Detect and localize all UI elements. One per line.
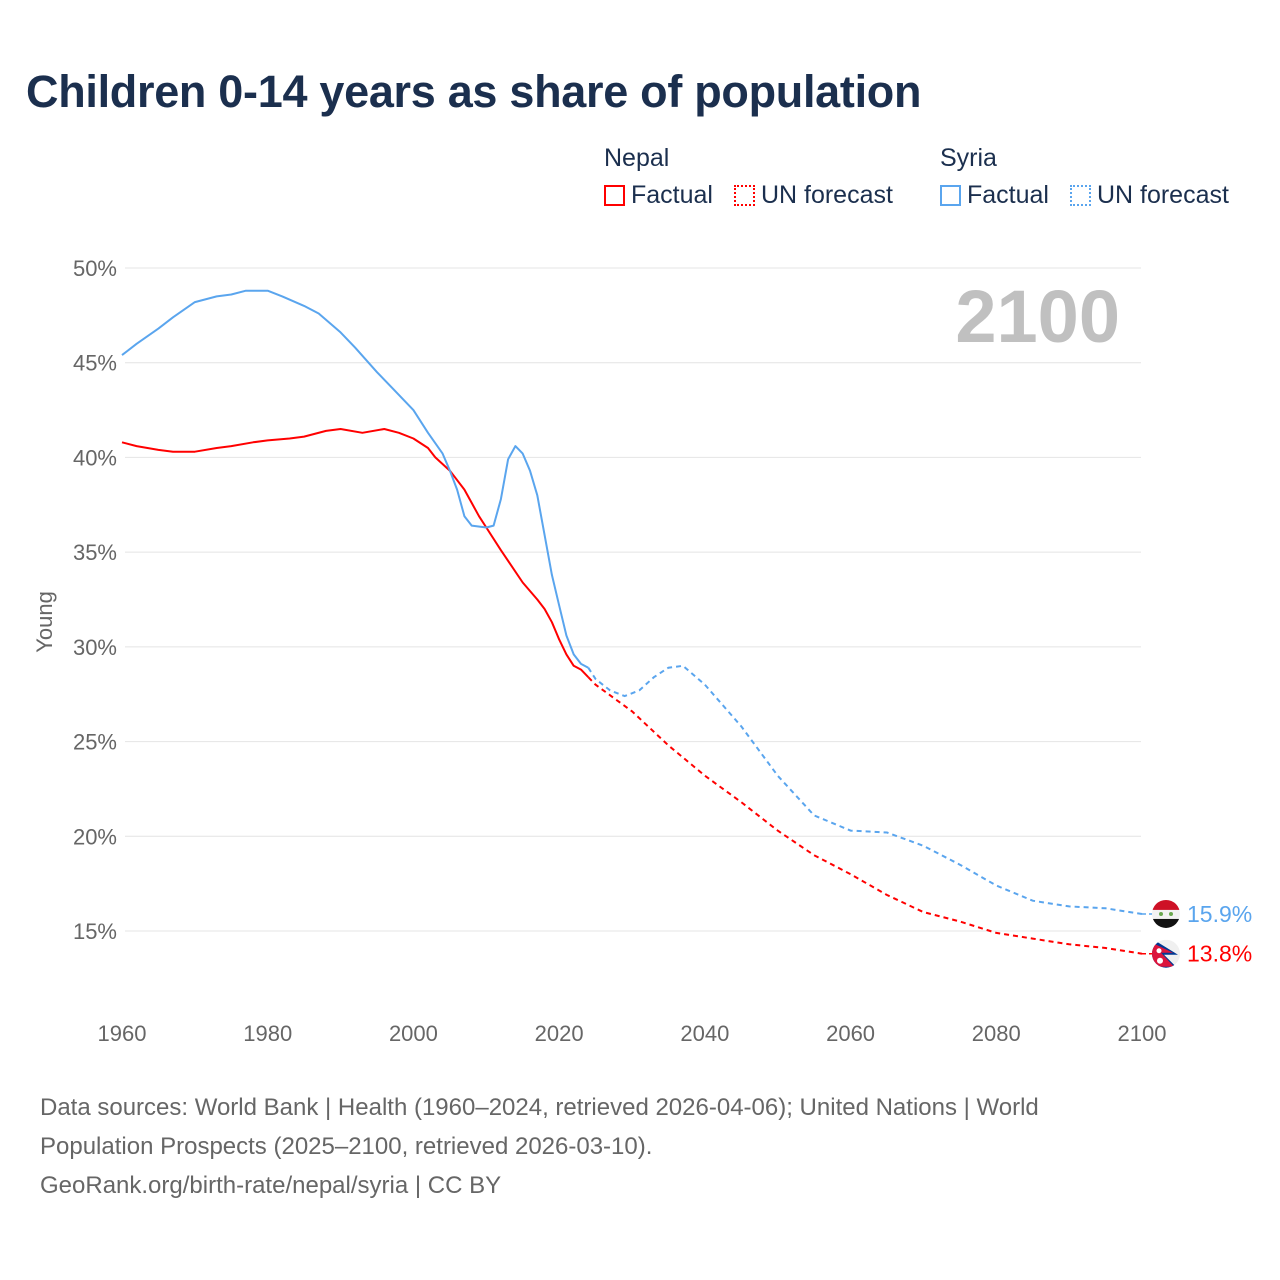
legend-label: Factual [967, 181, 1049, 209]
nepal-factual-line [121, 428, 590, 678]
flag-sun [1157, 957, 1163, 964]
y-tick-label: 30% [73, 635, 117, 660]
source-line-1: Data sources: World Bank | Health (1960–… [40, 1094, 1039, 1121]
legend-nepal: Nepal Factual UN forecast [604, 144, 907, 213]
footer: Data sources: World Bank | Health (1960–… [40, 1088, 1220, 1205]
flag-moon [1156, 948, 1162, 954]
source-url[interactable]: GeoRank.org/birth-rate/nepal/syria | CC … [40, 1172, 502, 1199]
dotted-swatch-icon [733, 185, 755, 206]
y-axis-label: Young [32, 591, 57, 653]
x-tick-label: 2080 [972, 1021, 1021, 1046]
year-overlay: 2100 [955, 275, 1120, 358]
legend-nepal-factual[interactable]: Factual [604, 181, 713, 210]
flag-star [1169, 911, 1173, 916]
chart-title: Children 0-14 years as share of populati… [26, 66, 922, 117]
y-tick-label: 45% [73, 351, 117, 376]
x-tick-label: 2060 [826, 1021, 875, 1046]
y-tick-label: 25% [73, 730, 117, 755]
nepal-flag-icon [1152, 939, 1180, 968]
legend-label: UN forecast [1096, 181, 1229, 209]
flag-stripe [1152, 899, 1180, 910]
x-tick-label: 2100 [1118, 1021, 1167, 1046]
legend-nepal-forecast[interactable]: UN forecast [733, 181, 893, 210]
solid-swatch-icon [940, 185, 961, 206]
x-tick-label: 1980 [243, 1021, 292, 1046]
flag-stripe [1152, 909, 1180, 919]
y-tick-label: 20% [73, 824, 117, 849]
x-tick-label: 2040 [680, 1021, 729, 1046]
flag-stripe [1152, 918, 1180, 928]
nepal-end-label: 13.8% [1187, 941, 1252, 967]
flag-star [1159, 911, 1163, 916]
source-line-2: Population Prospects (2025–2100, retriev… [40, 1133, 653, 1160]
x-tick-label: 2000 [389, 1021, 438, 1046]
y-tick-label: 50% [73, 256, 117, 281]
legend-label: Factual [631, 181, 713, 209]
syria-end-label: 15.9% [1187, 901, 1252, 927]
nepal-forecast-line [587, 676, 1143, 955]
solid-swatch-icon [604, 185, 625, 206]
dotted-swatch-icon [1069, 185, 1091, 206]
syria-flag-icon [1152, 899, 1180, 928]
y-tick-label: 15% [73, 919, 117, 944]
syria-forecast-line [587, 664, 1143, 915]
legend-syria: Syria Factual UN forecast [940, 144, 1229, 213]
legend-syria-factual[interactable]: Factual [940, 181, 1049, 210]
legend-country-nepal: Nepal [604, 144, 670, 172]
x-tick-label: 1960 [98, 1021, 147, 1046]
x-tick-label: 2020 [535, 1021, 584, 1046]
y-tick-label: 40% [73, 445, 117, 470]
legend-country-syria: Syria [940, 144, 997, 172]
legend-syria-forecast[interactable]: UN forecast [1069, 181, 1229, 210]
syria-factual-line [121, 289, 589, 669]
y-tick-label: 35% [73, 540, 117, 565]
legend-label: UN forecast [760, 181, 893, 209]
